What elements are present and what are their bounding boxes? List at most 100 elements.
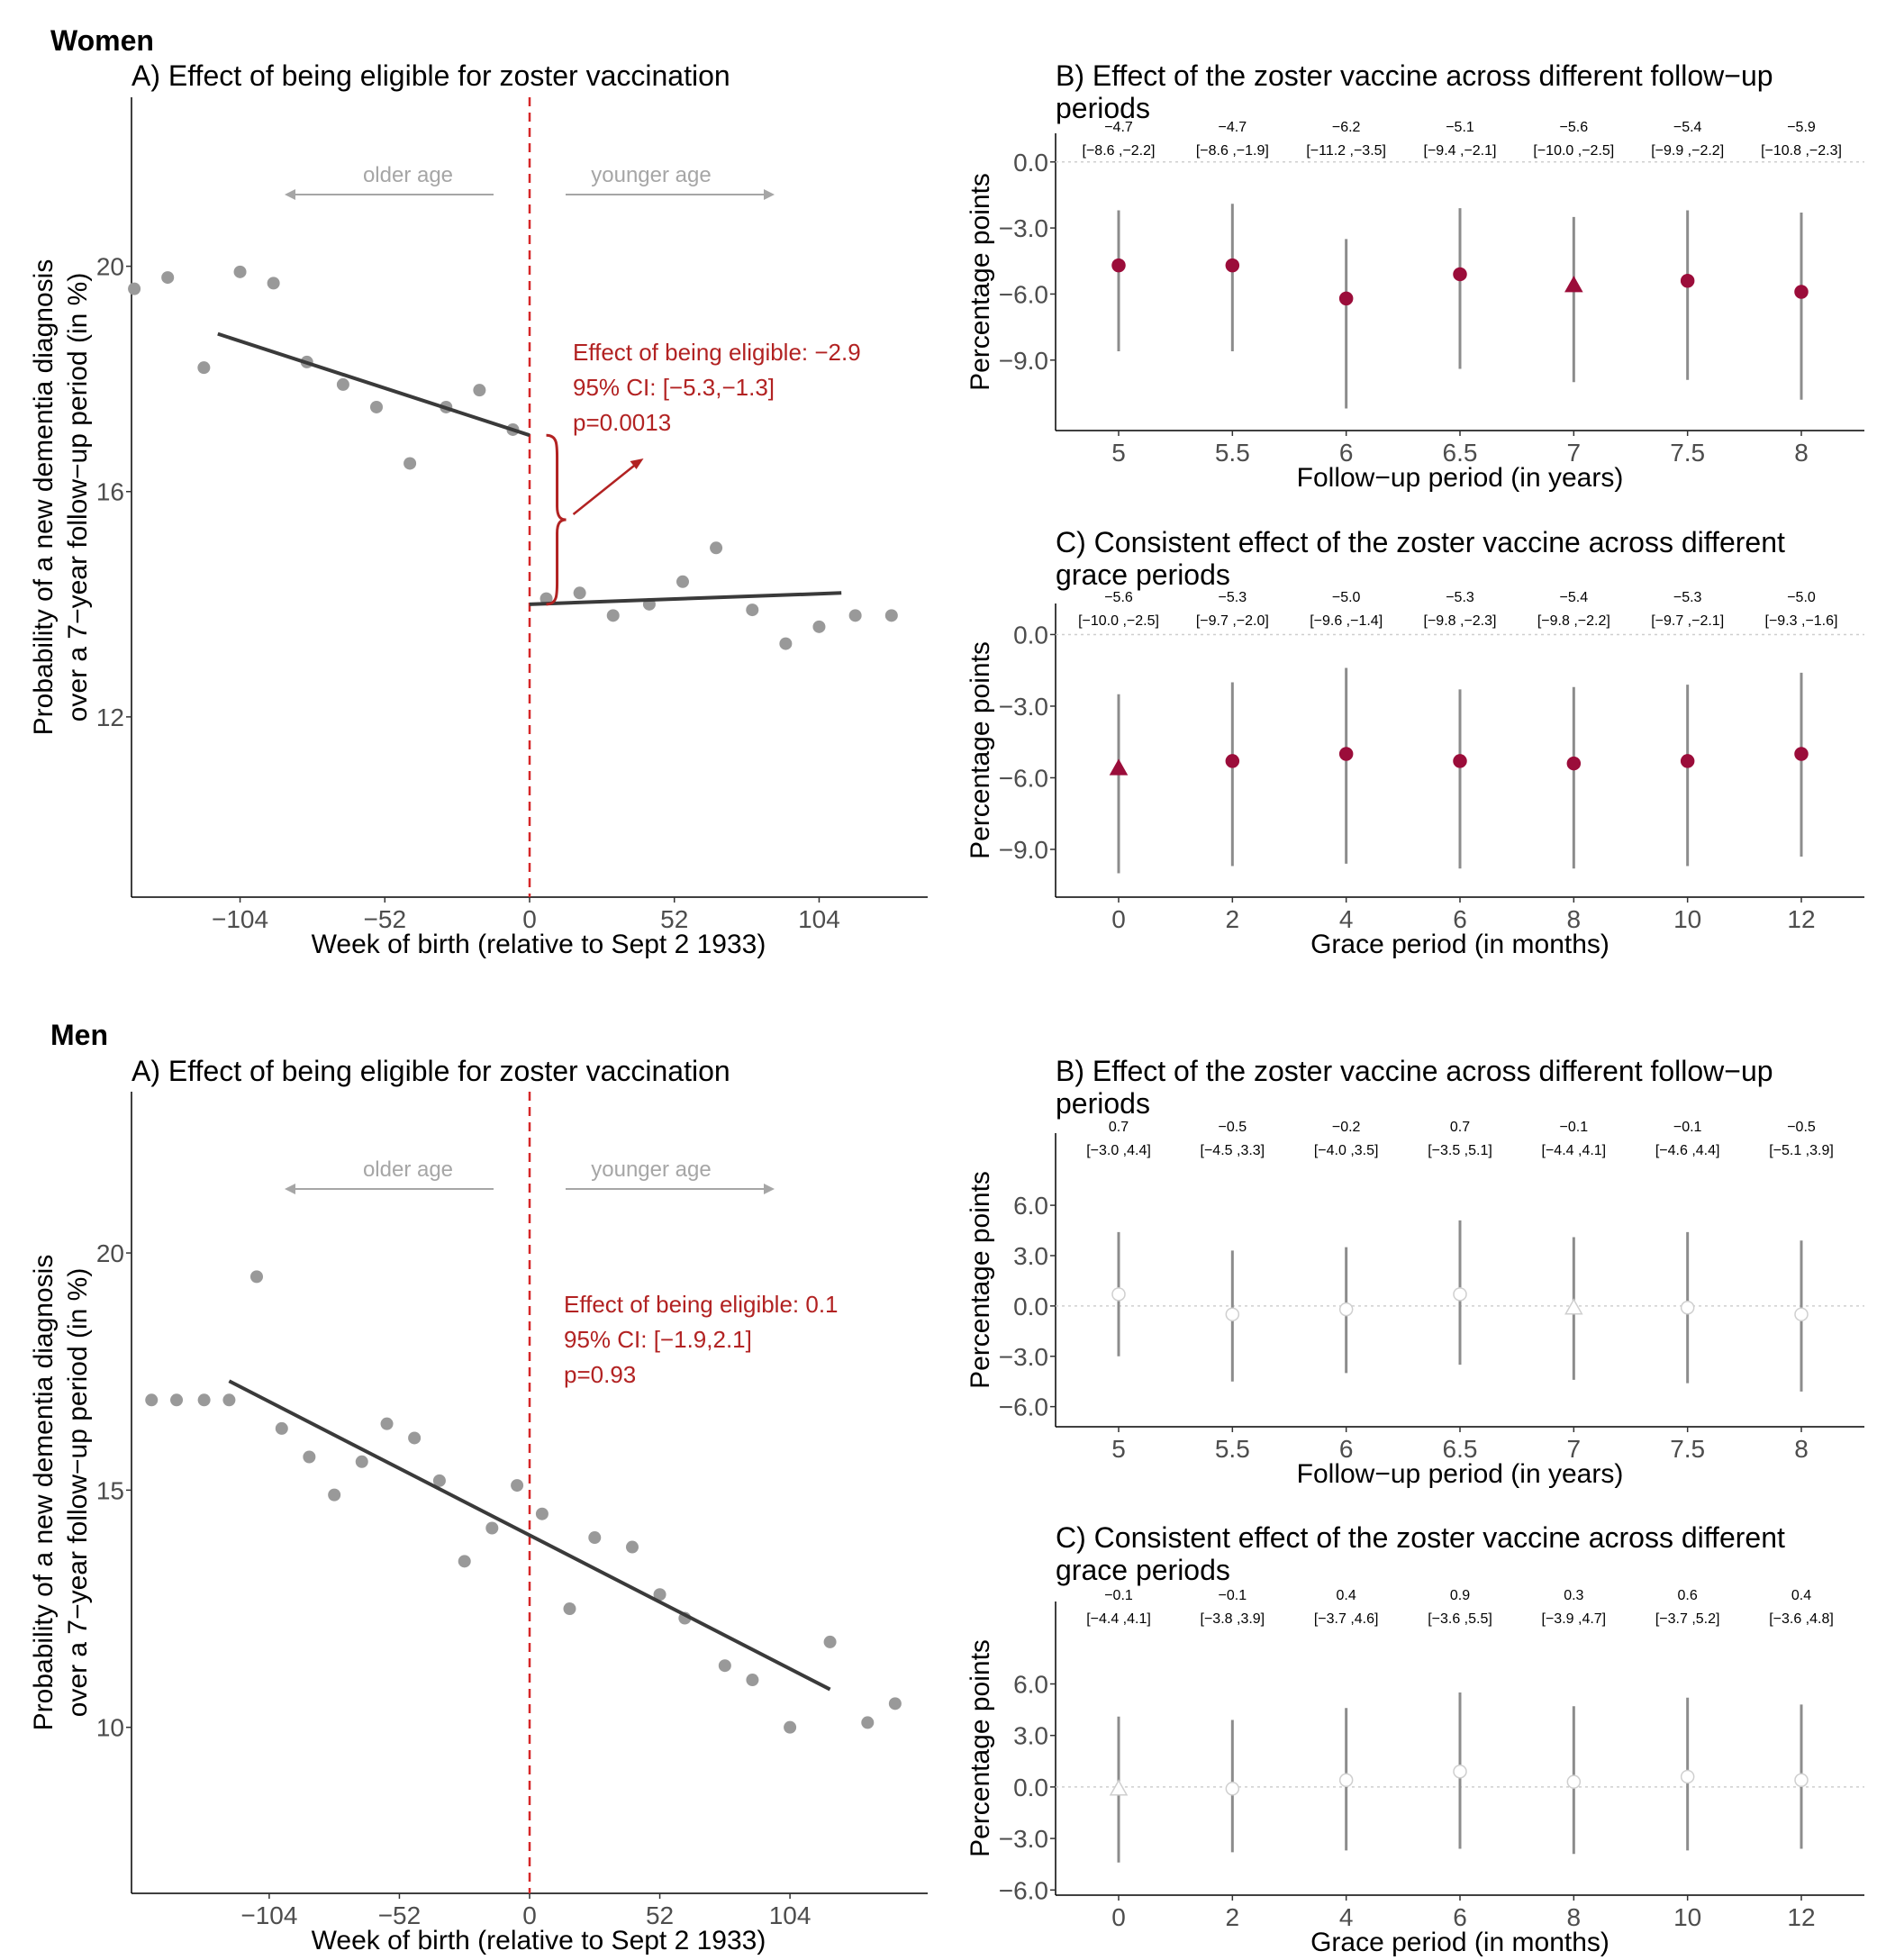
- y-axis-title: Percentage points: [966, 1639, 995, 1857]
- panel-title: grace periods: [1056, 1554, 1230, 1586]
- y-axis-title: Probability of a new dementia diagnosis: [29, 259, 59, 736]
- x-tick-label: 104: [769, 1901, 812, 1929]
- data-point: [303, 1450, 316, 1464]
- data-point: [161, 271, 175, 285]
- ci-value-label: [−3.0 ,4.4]: [1086, 1143, 1151, 1158]
- data-point: [267, 277, 280, 290]
- ci-value-label: [−8.6 ,−1.9]: [1196, 143, 1269, 159]
- ci-value-label: [−3.9 ,4.7]: [1542, 1611, 1607, 1627]
- estimate-point: [1566, 756, 1582, 771]
- estimate-value-label: −5.3: [1219, 590, 1247, 605]
- data-point: [403, 457, 417, 470]
- x-tick-label: 4: [1339, 1903, 1354, 1931]
- x-tick-label: 7: [1567, 1435, 1582, 1463]
- y-axis-title: Percentage points: [966, 1171, 995, 1389]
- section-label: Men: [50, 1019, 108, 1051]
- data-point: [355, 1455, 368, 1468]
- panel-title: B) Effect of the zoster vaccine across d…: [1056, 59, 1773, 92]
- estimate-value-label: −5.6: [1560, 120, 1589, 135]
- estimate-value-label: −5.0: [1787, 590, 1816, 605]
- estimate-point: [1225, 754, 1240, 768]
- data-point: [653, 1588, 666, 1602]
- chart-men-C: C) Consistent effect of the zoster vacci…: [966, 1521, 1864, 1957]
- x-axis-title: Follow−up period (in years): [1297, 463, 1624, 493]
- data-point: [458, 1555, 471, 1568]
- y-tick-label: 15: [96, 1476, 124, 1504]
- x-axis-title: Follow−up period (in years): [1297, 1459, 1624, 1489]
- data-point: [812, 620, 826, 633]
- annotation-line: p=0.0013: [573, 409, 671, 436]
- y-axis-title: Percentage points: [966, 173, 995, 391]
- chart-women-B: B) Effect of the zoster vaccine across d…: [966, 59, 1864, 493]
- data-point: [408, 1431, 422, 1445]
- data-point: [823, 1635, 837, 1648]
- ci-value-label: [−9.3 ,−1.6]: [1765, 613, 1838, 629]
- estimate-value-label: 0.3: [1564, 1588, 1583, 1603]
- x-tick-label: 7.5: [1670, 1435, 1705, 1463]
- x-axis-title: Week of birth (relative to Sept 2 1933): [312, 930, 766, 959]
- data-point: [473, 384, 486, 397]
- x-tick-label: −52: [364, 905, 407, 933]
- ci-value-label: [−3.8 ,3.9]: [1201, 1611, 1265, 1627]
- discontinuity-brace: [546, 433, 567, 606]
- panel-title: C) Consistent effect of the zoster vacci…: [1056, 1521, 1785, 1554]
- ci-value-label: [−5.1 ,3.9]: [1769, 1143, 1834, 1158]
- y-tick-label: 16: [96, 478, 124, 506]
- y-tick-label: 6.0: [1013, 1192, 1048, 1220]
- data-point: [573, 586, 586, 600]
- data-point: [249, 1270, 263, 1284]
- ci-value-label: [−4.5 ,3.3]: [1201, 1143, 1265, 1158]
- x-tick-label: 6: [1453, 905, 1467, 933]
- y-tick-label: 0.0: [1013, 149, 1048, 177]
- estimate-point: [1680, 1769, 1695, 1784]
- data-point: [511, 1479, 524, 1493]
- estimate-point: [1453, 1287, 1467, 1302]
- y-tick-label: 0.0: [1013, 1293, 1048, 1320]
- x-tick-label: 12: [1787, 905, 1815, 933]
- x-tick-label: 0: [522, 1901, 537, 1929]
- x-tick-label: −104: [212, 905, 268, 933]
- ci-value-label: [−9.7 ,−2.0]: [1196, 613, 1269, 629]
- older-age-arrowhead: [285, 1184, 295, 1194]
- estimate-point: [1453, 754, 1467, 768]
- estimate-value-label: 0.4: [1791, 1588, 1811, 1603]
- y-tick-label: 6.0: [1013, 1671, 1048, 1699]
- ci-value-label: [−8.6 ,−2.2]: [1083, 143, 1156, 159]
- estimate-triangle: [1564, 1298, 1583, 1315]
- y-tick-label: 3.0: [1013, 1722, 1048, 1750]
- chart-women-C: C) Consistent effect of the zoster vacci…: [966, 526, 1864, 959]
- data-point: [710, 541, 723, 555]
- ci-value-label: [−3.6 ,4.8]: [1769, 1611, 1834, 1627]
- data-point: [485, 1521, 499, 1535]
- estimate-value-label: −0.1: [1673, 1120, 1702, 1135]
- estimate-point: [1680, 1300, 1695, 1315]
- x-tick-label: 10: [1673, 1903, 1701, 1931]
- x-tick-label: 6.5: [1443, 1435, 1478, 1463]
- estimate-value-label: −5.4: [1560, 590, 1589, 605]
- estimate-point: [1338, 291, 1354, 306]
- data-point: [233, 265, 247, 278]
- data-point: [222, 1393, 236, 1407]
- x-tick-label: −104: [240, 1901, 297, 1929]
- estimate-point: [1566, 1774, 1582, 1789]
- fit-line: [529, 591, 842, 606]
- y-tick-label: 10: [96, 1714, 124, 1742]
- ci-value-label: [−11.2 ,−3.5]: [1306, 143, 1386, 159]
- estimate-value-label: −4.7: [1219, 120, 1247, 135]
- x-tick-label: 52: [646, 1901, 674, 1929]
- estimate-value-label: 0.7: [1450, 1120, 1470, 1135]
- estimate-value-label: −0.1: [1560, 1120, 1589, 1135]
- younger-age-arrowhead: [764, 189, 775, 200]
- x-tick-label: 104: [798, 905, 840, 933]
- estimate-triangle: [1109, 758, 1129, 776]
- estimate-value-label: −5.6: [1104, 590, 1133, 605]
- data-point: [432, 1474, 446, 1487]
- ci-value-label: [−3.5 ,5.1]: [1428, 1143, 1492, 1158]
- estimate-point: [1794, 747, 1809, 761]
- estimate-value-label: 0.9: [1450, 1588, 1470, 1603]
- data-point: [563, 1602, 576, 1616]
- panel-title: C) Consistent effect of the zoster vacci…: [1056, 526, 1785, 558]
- data-point: [888, 1697, 902, 1710]
- x-axis-title: Grace period (in months): [1310, 930, 1609, 959]
